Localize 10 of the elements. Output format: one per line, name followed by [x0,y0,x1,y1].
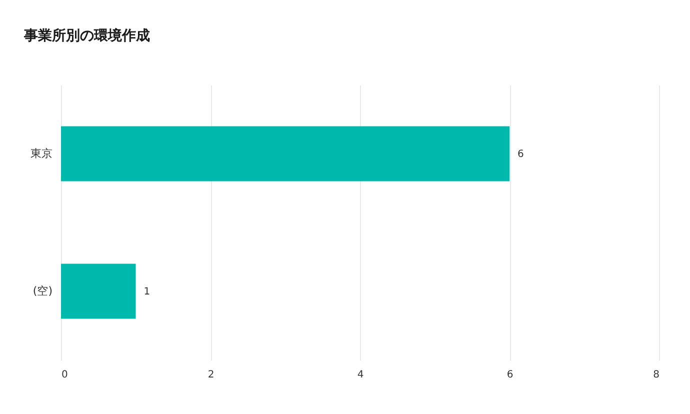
chart-title: 事業所別の環境作成 [23,27,150,44]
x-tick-label: 4 [357,370,364,380]
x-tick-label: 6 [506,370,514,380]
data-label: 6 [518,148,524,160]
y-tick-label: (空) [32,284,52,298]
x-tick-label: 0 [62,370,68,380]
x-tick-label: 2 [208,370,214,380]
y-tick-label: 東京 [30,146,52,160]
x-tick-label: 8 [653,370,660,380]
data-label: 1 [144,286,150,298]
